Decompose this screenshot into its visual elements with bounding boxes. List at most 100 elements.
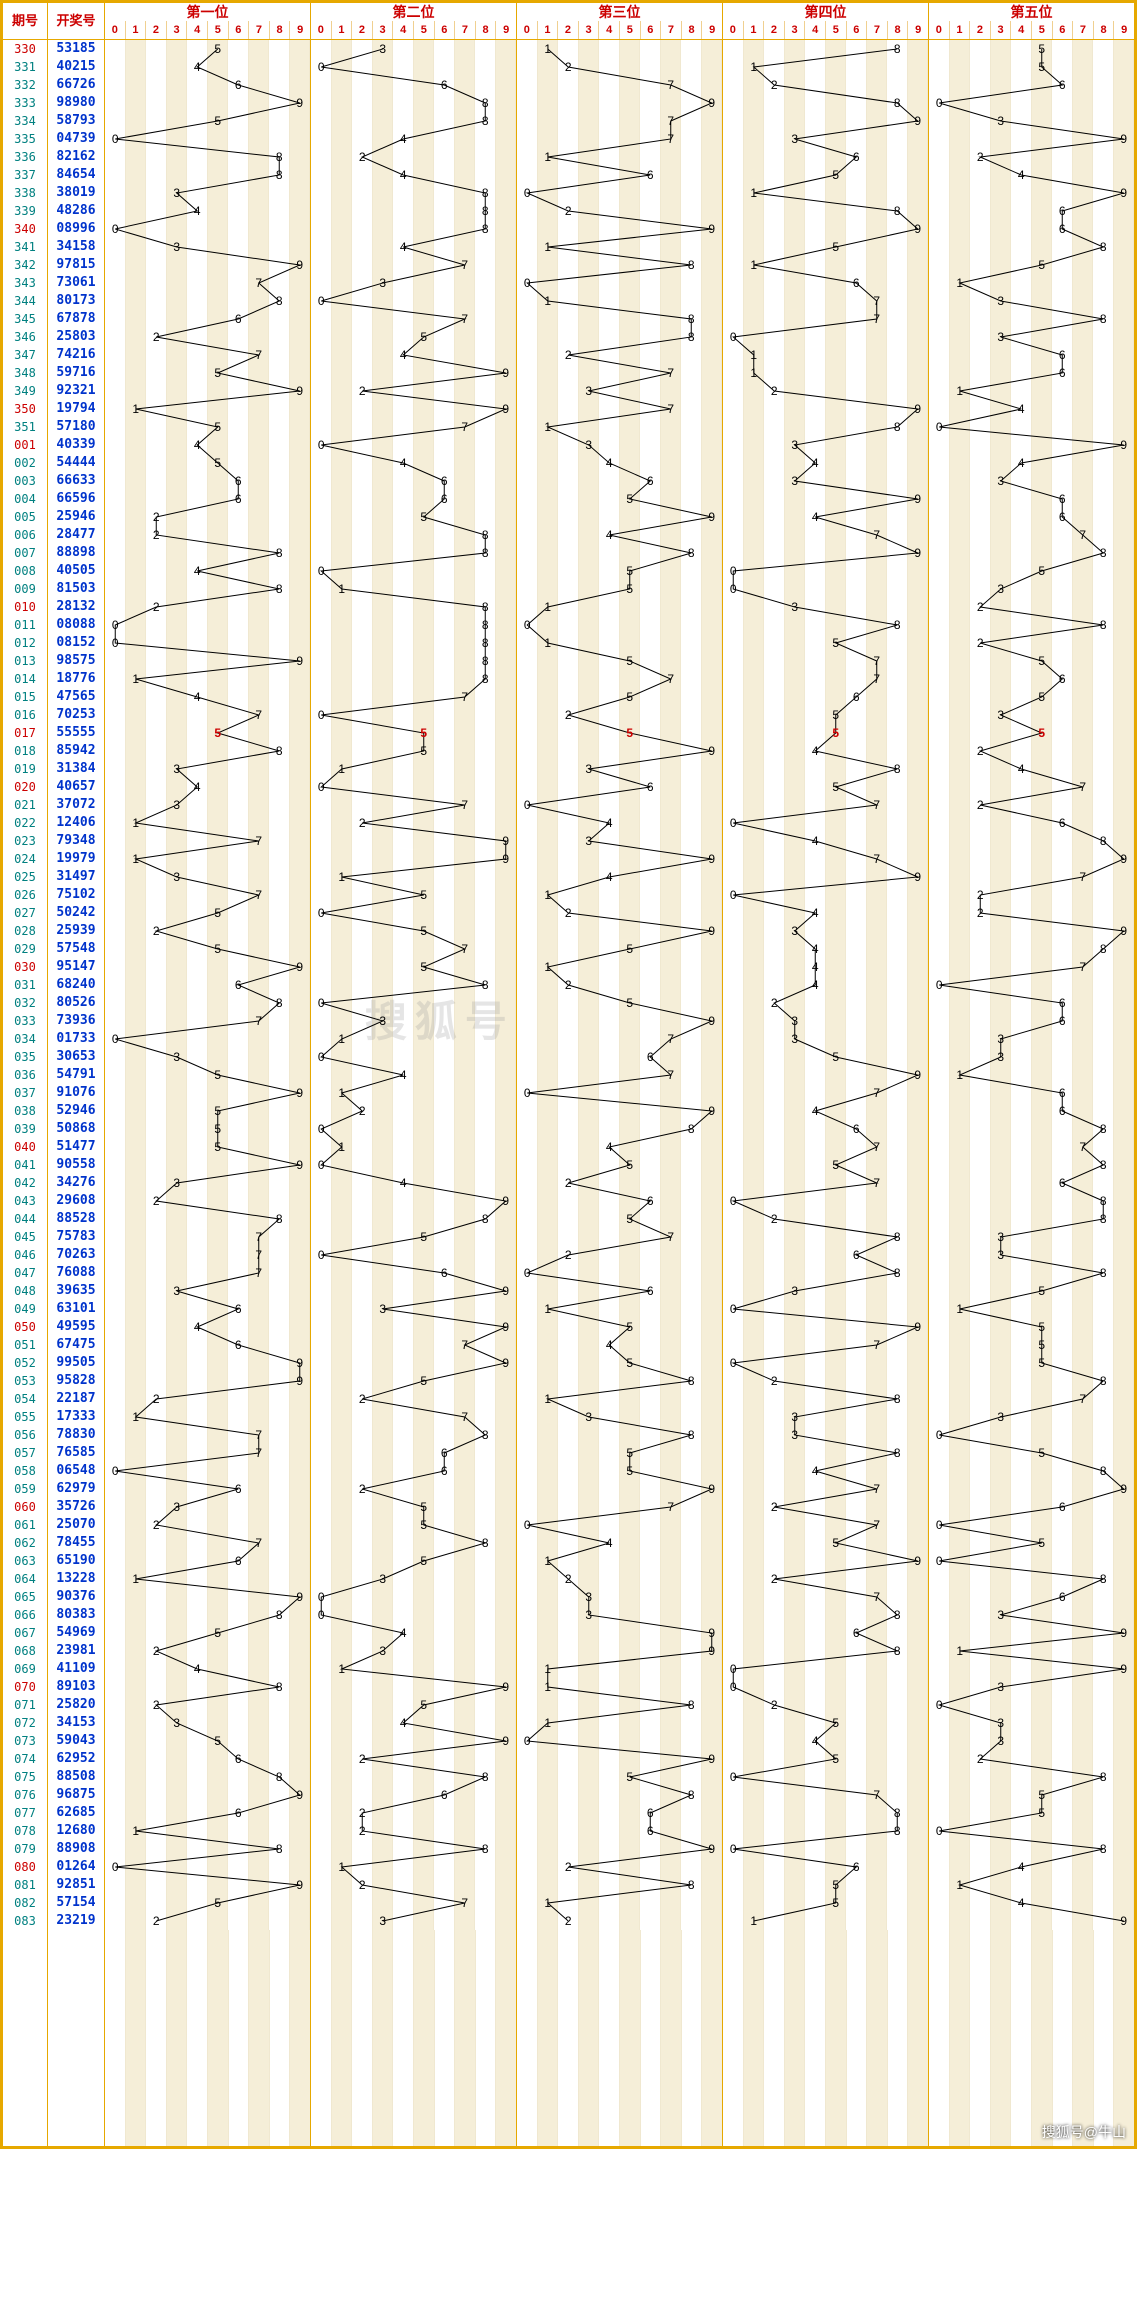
grid-cell [764, 1048, 785, 1066]
grid-cell [105, 508, 126, 526]
grid-cell [1114, 940, 1135, 958]
position-column-1: 7 [105, 706, 311, 724]
grid-cell [332, 814, 353, 832]
data-row: 0316824068240 [3, 976, 1134, 994]
grid-cell [908, 310, 929, 328]
grid-cell [393, 490, 414, 508]
lottery-number: 01733 [48, 1030, 105, 1048]
grid-cell [187, 904, 208, 922]
grid-cell [702, 112, 723, 130]
grid-cell [249, 166, 270, 184]
grid-cell [991, 742, 1012, 760]
grid-cell [826, 1228, 847, 1246]
grid-cell [640, 454, 661, 472]
trend-digit: 6 [1052, 220, 1073, 238]
grid-cell [785, 1336, 806, 1354]
grid-cell [249, 1174, 270, 1192]
trend-digit: 4 [805, 904, 826, 922]
grid-cell [970, 472, 991, 490]
grid-cell [455, 814, 476, 832]
grid-cell [290, 1012, 311, 1030]
grid-cell [208, 238, 229, 256]
position-column-5: 6 [929, 202, 1134, 220]
grid-cell [475, 1300, 496, 1318]
grid-cell [228, 724, 249, 742]
grid-cell [352, 256, 373, 274]
data-area: 搜狐号 330531855318533140215402153326672666… [3, 40, 1134, 2146]
grid-cell [764, 1354, 785, 1372]
grid-cell [1052, 544, 1073, 562]
grid-cell [1052, 562, 1073, 580]
grid-cell [332, 1210, 353, 1228]
period-cell: 346 [3, 328, 48, 346]
grid-cell [599, 1192, 620, 1210]
grid-cell [249, 922, 270, 940]
grid-cell [620, 1228, 641, 1246]
grid-cell [970, 328, 991, 346]
trend-digit: 7 [1073, 958, 1094, 976]
grid-cell [146, 1264, 167, 1282]
grid-cell [228, 1030, 249, 1048]
grid-cell [558, 778, 579, 796]
position-column-4: 8 [723, 616, 929, 634]
grid-cell [579, 1264, 600, 1282]
period-cell: 336 [3, 148, 48, 166]
grid-cell [867, 166, 888, 184]
trend-digit: 0 [311, 904, 332, 922]
grid-cell [455, 994, 476, 1012]
trend-digit: 6 [640, 1192, 661, 1210]
grid-cell [126, 364, 147, 382]
grid-cell [1032, 796, 1053, 814]
grid-cell [311, 1210, 332, 1228]
trend-digit: 7 [455, 1336, 476, 1354]
grid-cell [950, 364, 971, 382]
grid-cell [538, 1192, 559, 1210]
grid-cell [702, 76, 723, 94]
position-column-5: 6 [929, 814, 1134, 832]
grid-cell [661, 544, 682, 562]
position-column-2: 9 [311, 400, 517, 418]
position-column-3: 1 [517, 292, 723, 310]
position-column-2: 0 [311, 1048, 517, 1066]
grid-cell [352, 634, 373, 652]
grid-cell [661, 1408, 682, 1426]
grid-cell [599, 220, 620, 238]
grid-cell [908, 526, 929, 544]
grid-cell [187, 454, 208, 472]
grid-cell [702, 562, 723, 580]
grid-cell [455, 1048, 476, 1066]
grid-cell [805, 616, 826, 634]
grid-cell [661, 238, 682, 256]
grid-cell [146, 1138, 167, 1156]
grid-cell [475, 724, 496, 742]
grid-cell [681, 1282, 702, 1300]
header-position-5: 第五位0123456789 [929, 3, 1134, 39]
grid-cell [846, 58, 867, 76]
grid-cell [208, 1354, 229, 1372]
grid-cell [620, 40, 641, 58]
data-row: 0084050540505 [3, 562, 1134, 580]
grid-cell [991, 274, 1012, 292]
grid-cell [373, 1336, 394, 1354]
data-row: 0120815208152 [3, 634, 1134, 652]
grid-cell [352, 724, 373, 742]
grid-cell [352, 1120, 373, 1138]
grid-cell [558, 562, 579, 580]
grid-cell [332, 274, 353, 292]
grid-cell [455, 724, 476, 742]
grid-cell [764, 1138, 785, 1156]
grid-cell [496, 436, 517, 454]
grid-cell [290, 472, 311, 490]
grid-cell [1093, 814, 1114, 832]
grid-cell [249, 778, 270, 796]
grid-cell [950, 1354, 971, 1372]
lottery-number: 95147 [48, 958, 105, 976]
grid-cell [475, 958, 496, 976]
grid-cell [290, 112, 311, 130]
grid-cell [311, 868, 332, 886]
grid-cell [352, 922, 373, 940]
grid-cell [661, 58, 682, 76]
grid-cell [105, 472, 126, 490]
grid-cell [579, 1300, 600, 1318]
grid-cell [558, 1084, 579, 1102]
